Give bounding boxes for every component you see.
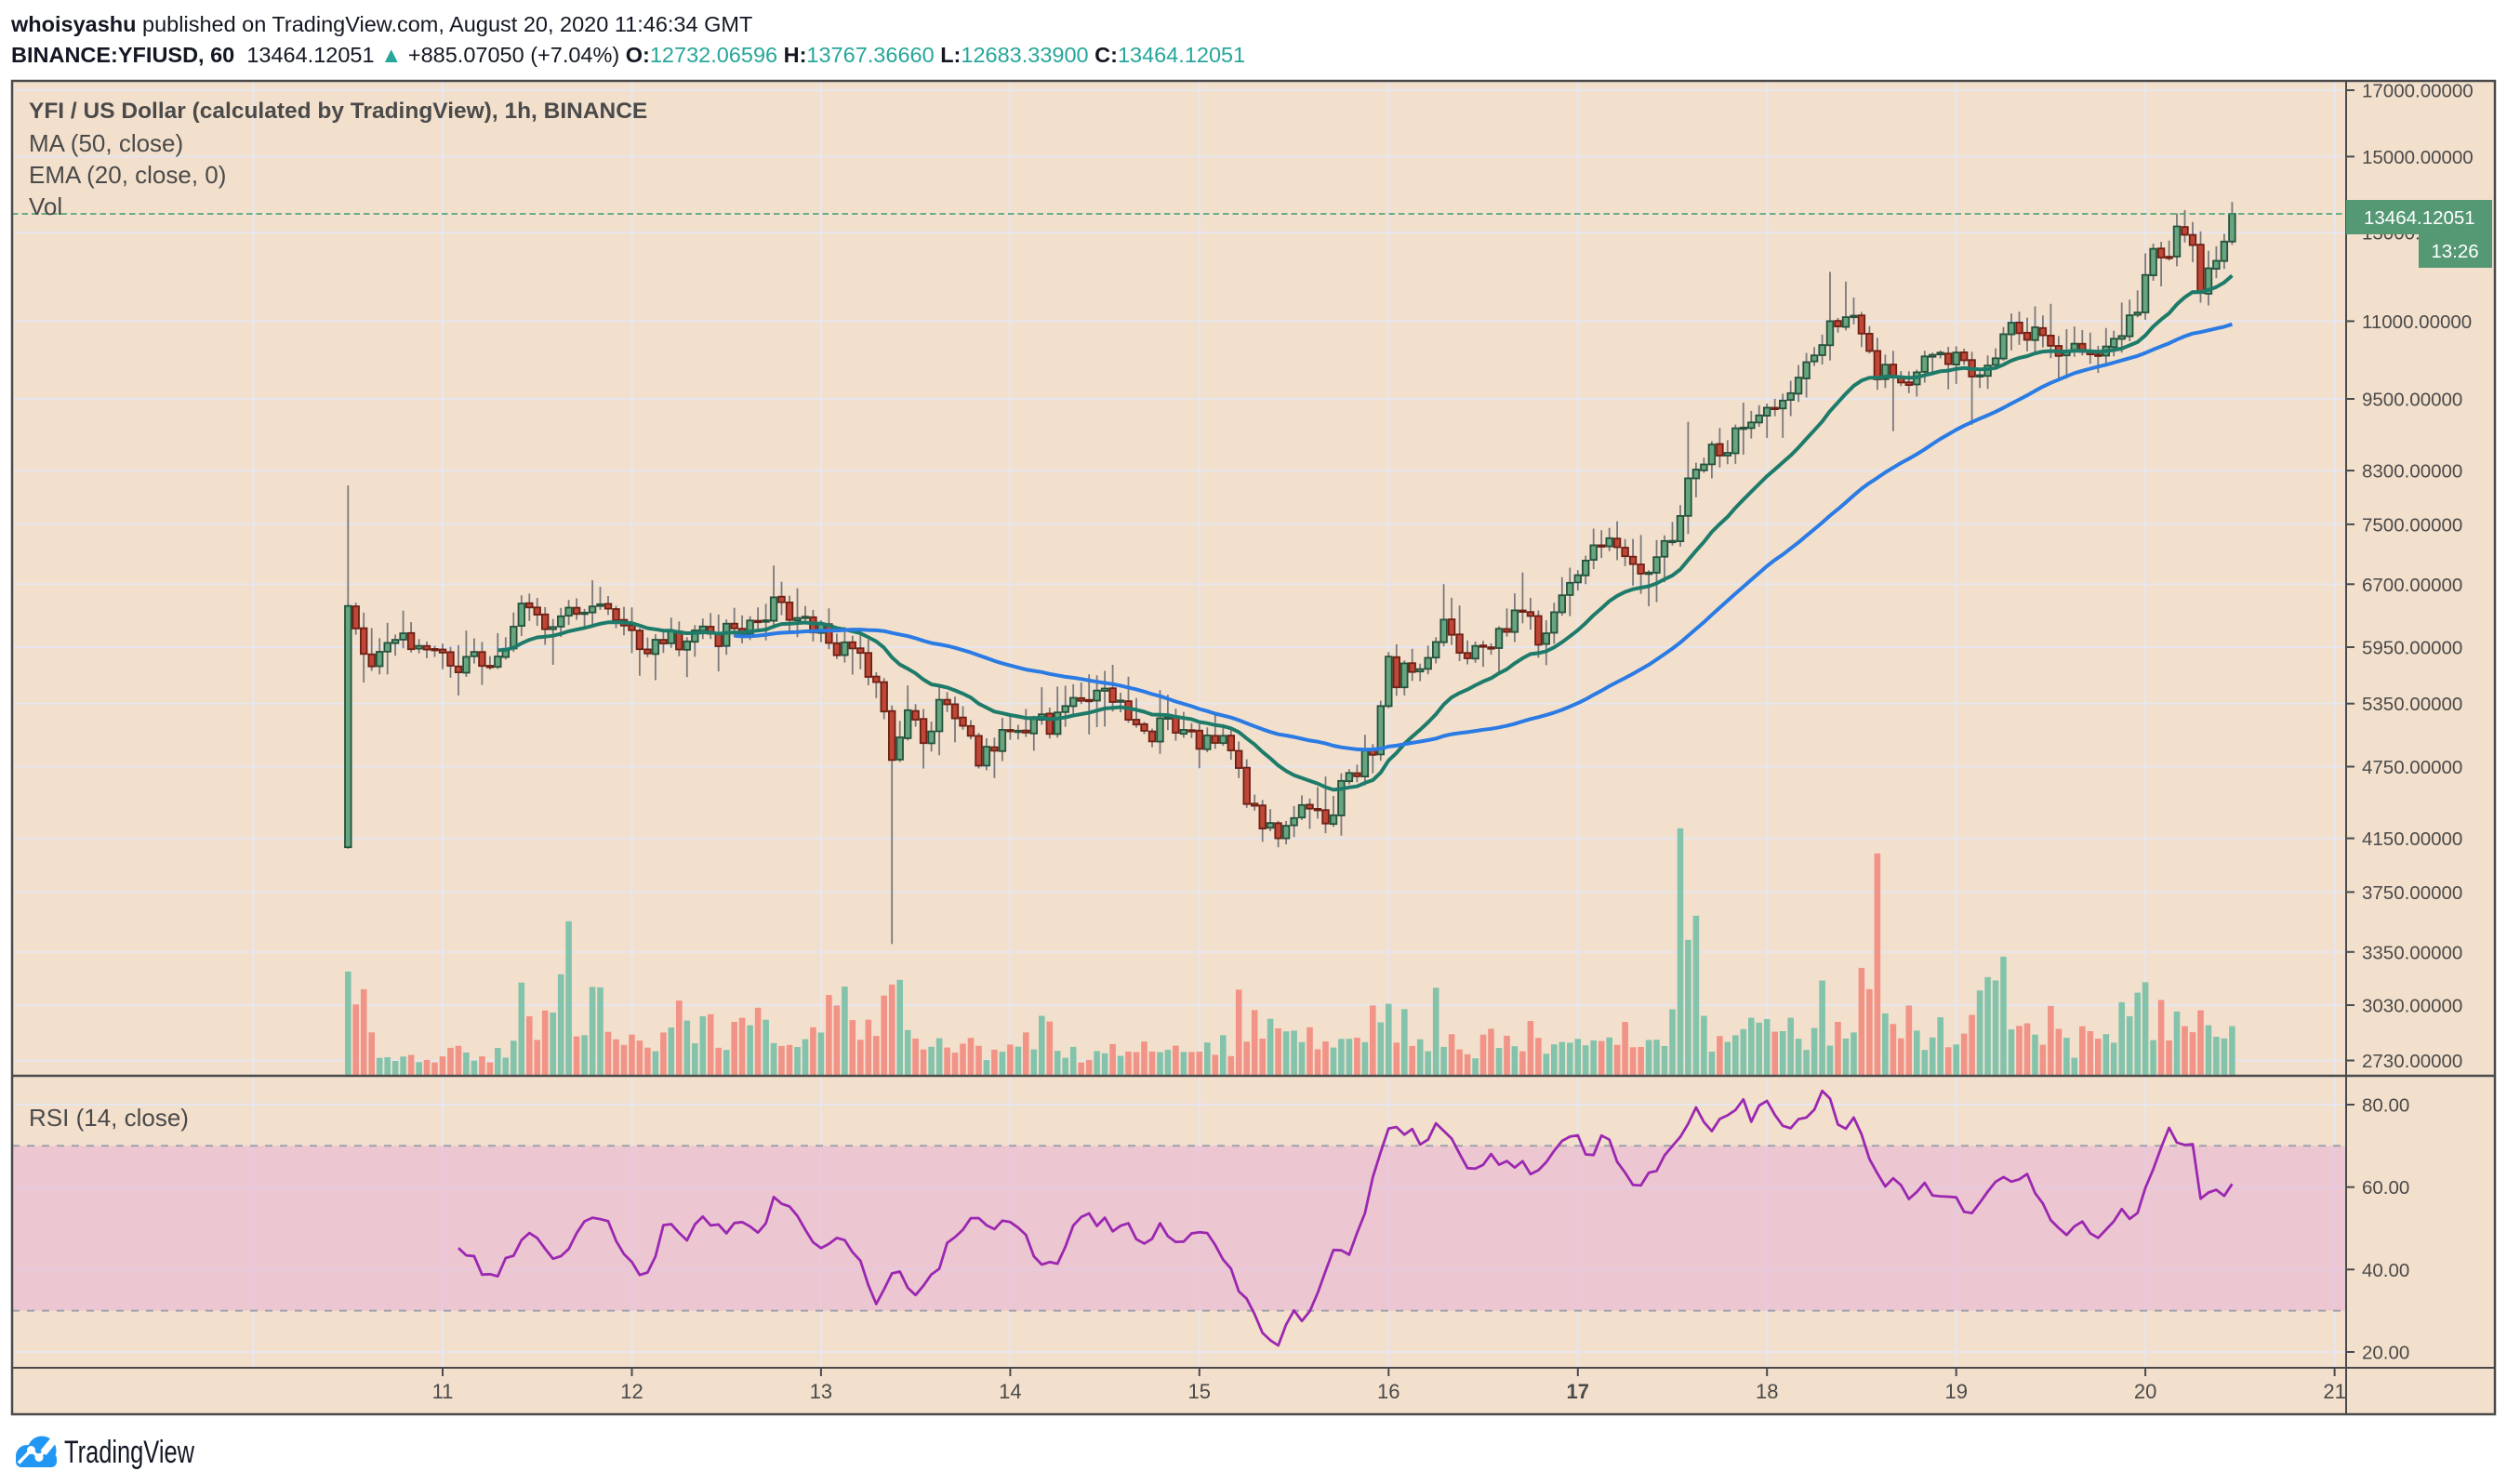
svg-text:13: 13	[810, 1380, 832, 1403]
svg-text:20: 20	[2134, 1380, 2156, 1403]
svg-text:8300.00000: 8300.00000	[2362, 461, 2462, 483]
svg-text:20.00: 20.00	[2362, 1343, 2409, 1364]
svg-text:11: 11	[432, 1380, 454, 1403]
svg-text:18: 18	[1756, 1380, 1778, 1403]
svg-text:9500.00000: 9500.00000	[2362, 390, 2462, 411]
svg-text:3030.00000: 3030.00000	[2362, 996, 2462, 1017]
svg-text:6700.00000: 6700.00000	[2362, 575, 2462, 596]
svg-text:14: 14	[999, 1380, 1021, 1403]
svg-text:5350.00000: 5350.00000	[2362, 694, 2462, 715]
svg-text:2730.00000: 2730.00000	[2362, 1051, 2462, 1072]
svg-text:4150.00000: 4150.00000	[2362, 828, 2462, 850]
svg-text:21: 21	[2323, 1380, 2345, 1403]
svg-text:7500.00000: 7500.00000	[2362, 514, 2462, 536]
svg-text:80.00: 80.00	[2362, 1095, 2409, 1117]
svg-text:40.00: 40.00	[2362, 1260, 2409, 1281]
svg-text:5950.00000: 5950.00000	[2362, 638, 2462, 659]
svg-text:60.00: 60.00	[2362, 1177, 2409, 1199]
svg-text:YFI / US Dollar (calculated by: YFI / US Dollar (calculated by TradingVi…	[29, 99, 647, 124]
svg-text:3750.00000: 3750.00000	[2362, 882, 2462, 904]
svg-text:Vol: Vol	[29, 192, 62, 220]
svg-text:4750.00000: 4750.00000	[2362, 757, 2462, 778]
svg-text:TradingView: TradingView	[64, 1435, 194, 1470]
svg-text:16: 16	[1377, 1380, 1399, 1403]
svg-text:13464.12051: 13464.12051	[2364, 207, 2475, 229]
svg-text:MA (50, close): MA (50, close)	[29, 129, 183, 157]
svg-text:17: 17	[1567, 1380, 1589, 1403]
svg-text:EMA (20, close, 0): EMA (20, close, 0)	[29, 161, 226, 189]
svg-text:19: 19	[1944, 1380, 1967, 1403]
svg-text:3350.00000: 3350.00000	[2362, 942, 2462, 963]
svg-text:13:26: 13:26	[2431, 241, 2478, 262]
svg-text:11000.00000: 11000.00000	[2362, 311, 2472, 333]
svg-text:15: 15	[1188, 1380, 1211, 1403]
svg-text:17000.00000: 17000.00000	[2362, 81, 2474, 102]
svg-text:12: 12	[620, 1380, 643, 1403]
svg-text:RSI (14, close): RSI (14, close)	[29, 1104, 189, 1132]
svg-text:15000.00000: 15000.00000	[2362, 147, 2474, 168]
